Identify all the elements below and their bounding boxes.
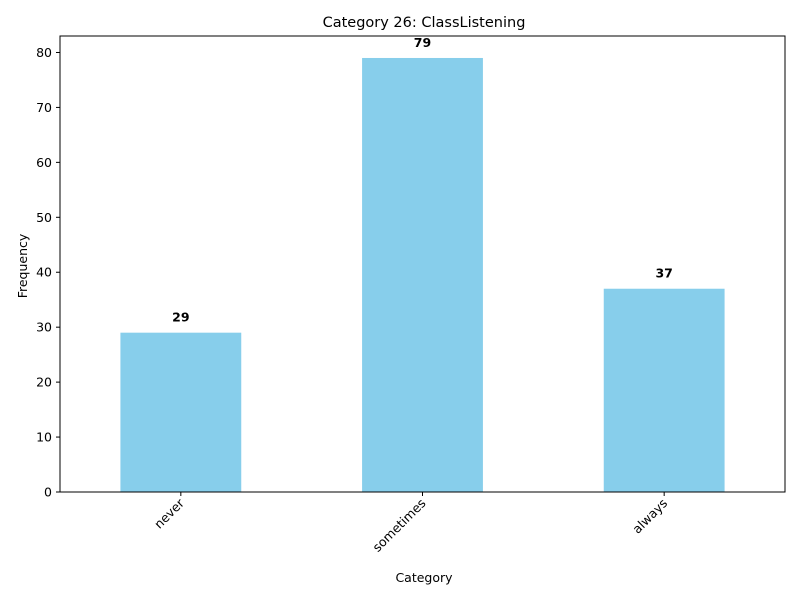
plot-frame	[59, 35, 786, 493]
x-tick-label-sometimes: sometimes	[369, 496, 428, 555]
bar-sometimes	[362, 57, 483, 493]
y-axis-label: Frequency	[15, 233, 30, 298]
y-tick-label-10: 10	[36, 430, 52, 445]
bars-group	[120, 57, 725, 493]
y-tick-label-70: 70	[36, 100, 52, 115]
chart-title: Category 26: ClassListening	[323, 15, 526, 31]
x-axis-ticks: never sometimes always	[151, 492, 670, 555]
y-tick-label-50: 50	[36, 210, 52, 225]
bar-never	[120, 332, 242, 492]
data-label-always: 37	[655, 266, 672, 281]
y-tick-label-30: 30	[36, 320, 52, 335]
bar-always	[603, 288, 725, 492]
y-tick-label-80: 80	[36, 45, 52, 60]
data-labels-group: 29 79 37	[172, 35, 673, 325]
x-tick-label-never: never	[151, 495, 188, 532]
y-tick-label-0: 0	[44, 485, 52, 500]
data-label-sometimes: 79	[414, 35, 431, 50]
y-tick-label-60: 60	[36, 155, 52, 170]
y-tick-label-40: 40	[36, 265, 52, 280]
y-tick-label-20: 20	[36, 375, 52, 390]
y-axis-ticks: 0 10 20 30 40 50 60 70 80	[36, 45, 60, 500]
x-axis-label: Category	[395, 570, 453, 585]
data-label-never: 29	[172, 310, 189, 325]
x-tick-label-always: always	[629, 496, 670, 537]
